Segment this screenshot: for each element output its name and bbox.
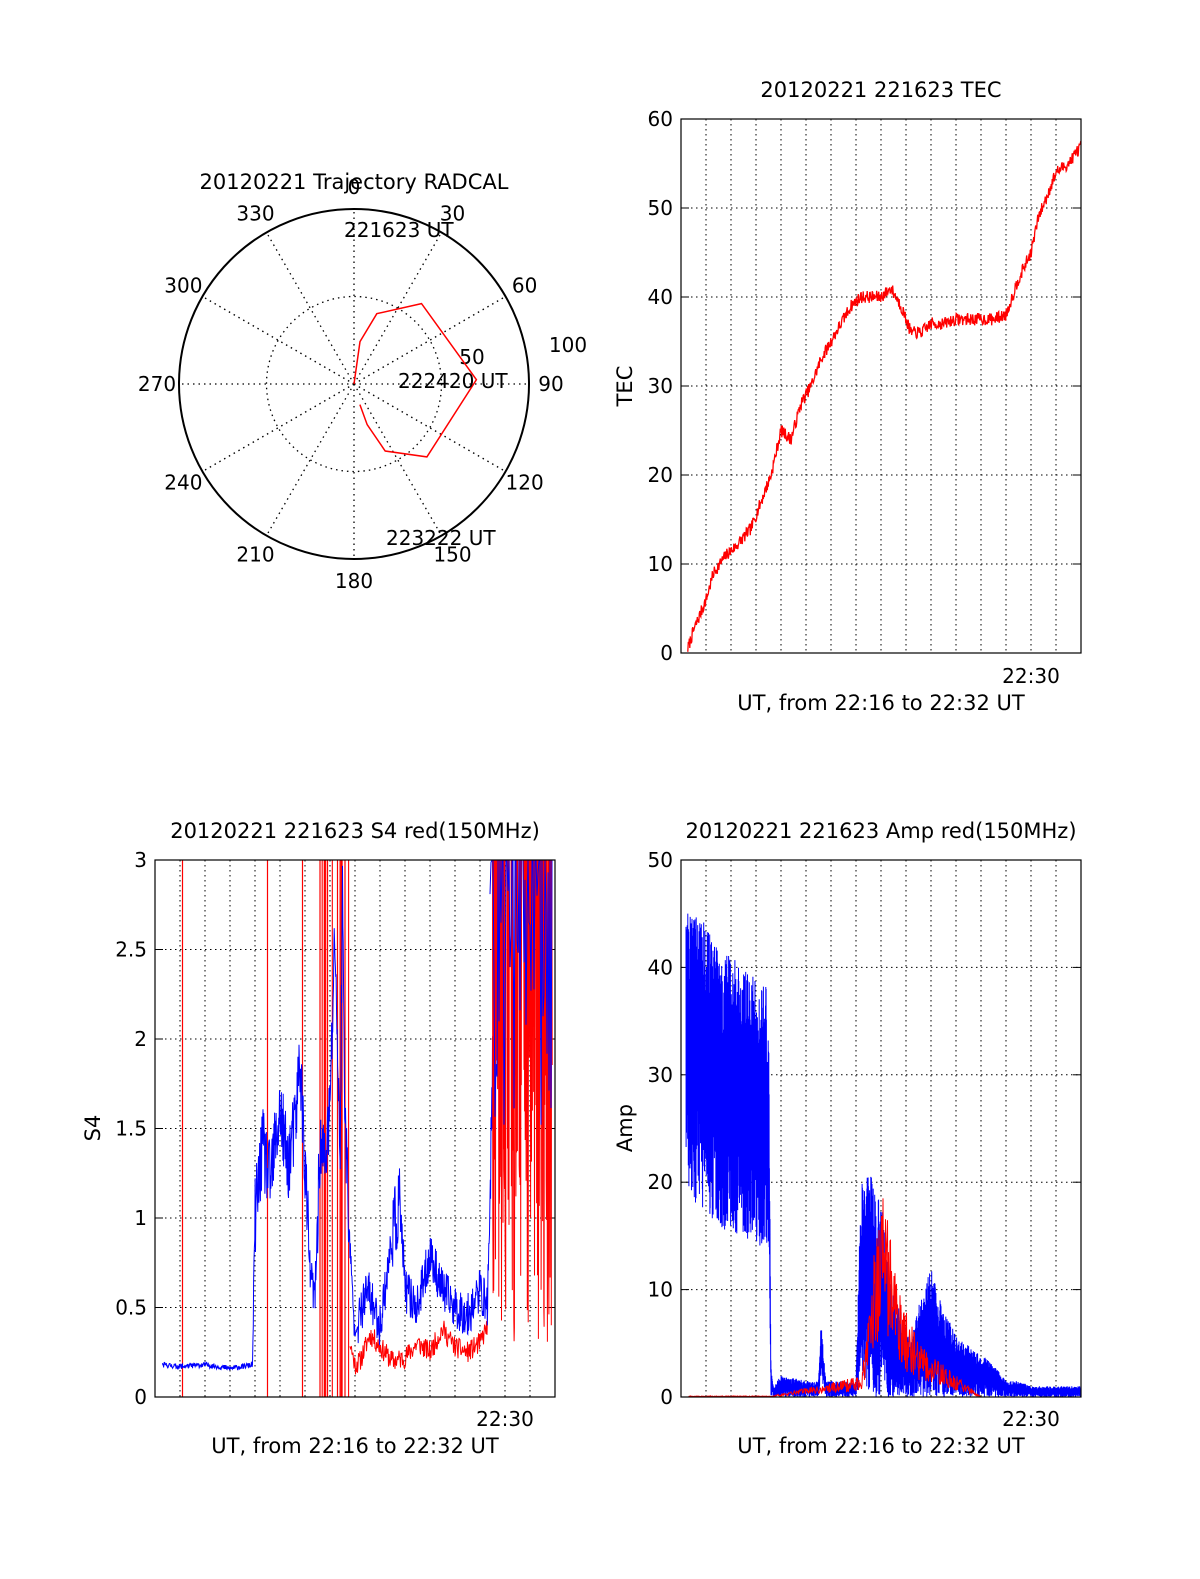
s4-x-tick-label: 22:30 [476,1407,534,1431]
trajectory-panel: 20120221 Trajectory RADCAL 0 30 60 90 120 150… [138,170,587,593]
s4-red-saturated [492,859,553,1342]
polar-outer-circle [178,208,530,560]
polar-radial-label-100: 100 [549,333,587,357]
tec-ytick-label: 60 [648,107,673,131]
amp-xlabel: UT, from 22:16 to 22:32 UT [737,1434,1025,1458]
amp-red-line [688,1198,982,1398]
tec-x-tick-label: 22:30 [1002,664,1060,688]
amp-ytick-label: 10 [648,1278,673,1302]
amp-y-tick-labels: 0 10 20 30 40 50 [648,848,673,1409]
tec-y-tick-labels: 0 10 20 30 40 50 60 [648,107,673,665]
s4-series [162,859,553,1397]
tec-ytick-label: 40 [648,285,673,309]
trajectory-start-label: 221623 UT [344,218,454,242]
trajectory-trace [353,302,478,458]
amp-ytick-label: 30 [648,1063,673,1087]
polar-spoke-150 [353,383,443,536]
polar-radial-label-50: 50 [459,345,484,369]
polar-spoke-330 [265,232,355,385]
s4-plot-frame [154,859,556,1398]
polar-angle-label-180: 180 [335,569,373,593]
polar-angle-label-270: 270 [138,372,176,396]
polar-angle-label-90: 90 [538,372,563,396]
polar-angle-label-240: 240 [164,471,202,495]
amp-ytick-label: 20 [648,1170,673,1194]
trajectory-mid-label: 222420 UT [398,369,508,393]
s4-blue-line [162,859,506,1371]
polar-inner-ring [265,295,443,473]
s4-xlabel: UT, from 22:16 to 22:32 UT [211,1434,499,1458]
polar-angle-label-210: 210 [236,543,274,567]
tec-ytick-label: 50 [648,196,673,220]
s4-ytick-label: 0 [134,1385,147,1409]
amp-ytick-label: 0 [660,1385,673,1409]
polar-angle-labels: 0 30 60 90 120 150 180 210 240 270 300 330 [138,175,564,593]
polar-spoke-210 [265,383,355,536]
polar-spoke-240 [202,383,355,473]
polar-angle-label-300: 300 [164,274,202,298]
s4-ytick-label: 2.5 [115,938,147,962]
s4-ytick-label: 2 [134,1027,147,1051]
tec-xlabel: UT, from 22:16 to 22:32 UT [737,691,1025,715]
polar-angle-label-60: 60 [512,274,537,298]
polar-angle-label-120: 120 [506,471,544,495]
s4-ytick-label: 0.5 [115,1296,147,1320]
tec-ytick-label: 20 [648,463,673,487]
tec-ytick-label: 10 [648,552,673,576]
s4-ytick-label: 1.5 [115,1117,147,1141]
tec-title: 20120221 221623 TEC [760,78,1001,102]
s4-ylabel: S4 [81,1115,105,1142]
s4-red-line [349,1316,488,1375]
polar-angle-label-0: 0 [348,175,361,199]
tec-ytick-label: 30 [648,374,673,398]
tec-ytick-label: 0 [660,641,673,665]
polar-angle-label-330: 330 [236,201,274,225]
tec-series-line [687,141,1082,652]
amp-ytick-label: 40 [648,955,673,979]
amp-plot-frame [680,859,1082,1398]
amp-series [685,913,1082,1398]
s4-panel: 20120221 221623 S4 red(150MHz) 0 0.5 1 1.5 2… [81,819,556,1458]
tec-plot-frame [680,118,1082,654]
s4-ytick-label: 1 [134,1206,147,1230]
amp-panel: 20120221 221623 Amp red(150MHz) 0 10 20 30 4… [613,819,1082,1458]
amp-blue-line [685,913,1082,1398]
amp-ytick-label: 50 [648,848,673,872]
s4-ytick-label: 3 [134,848,147,872]
amp-title: 20120221 221623 Amp red(150MHz) [685,819,1076,843]
s4-title: 20120221 221623 S4 red(150MHz) [170,819,540,843]
amp-x-tick-label: 22:30 [1002,1407,1060,1431]
tec-grid [681,118,1081,654]
polar-spoke-120 [353,383,506,473]
s4-y-tick-labels: 0 0.5 1 1.5 2 2.5 3 [115,848,147,1409]
amp-ylabel: Amp [613,1104,637,1152]
trajectory-title: 20120221 Trajectory RADCAL [200,170,509,194]
polar-angle-label-30: 30 [440,201,465,225]
tec-ylabel: TEC [613,366,637,408]
polar-grid [179,209,529,559]
polar-angle-label-150: 150 [433,543,471,567]
trajectory-end-label: 223222 UT [386,526,496,550]
